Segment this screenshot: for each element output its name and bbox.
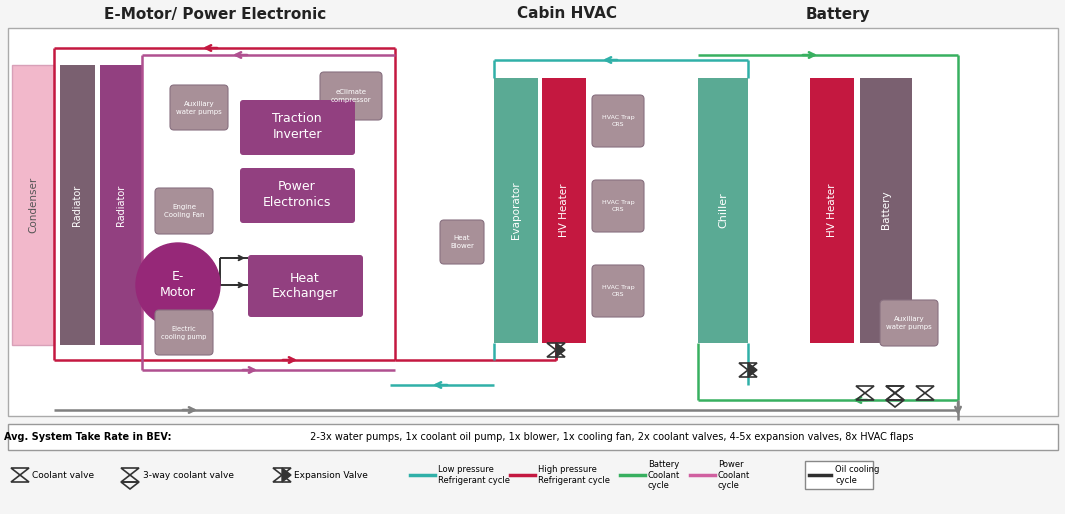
Text: Battery: Battery	[881, 191, 891, 229]
Text: HVAC Trap
CRS: HVAC Trap CRS	[602, 200, 635, 212]
Text: Auxiliary
water pumps: Auxiliary water pumps	[176, 101, 222, 115]
Text: Heat
Blower: Heat Blower	[450, 235, 474, 249]
FancyBboxPatch shape	[592, 95, 644, 147]
FancyBboxPatch shape	[880, 300, 938, 346]
FancyBboxPatch shape	[248, 255, 363, 317]
FancyBboxPatch shape	[592, 180, 644, 232]
Text: HVAC Trap
CRS: HVAC Trap CRS	[602, 116, 635, 126]
Text: Power
Electronics: Power Electronics	[263, 180, 331, 210]
Text: Battery
Coolant
cycle: Battery Coolant cycle	[648, 460, 681, 490]
Polygon shape	[556, 343, 566, 357]
Text: Power
Coolant
cycle: Power Coolant cycle	[718, 460, 750, 490]
Text: E-
Motor: E- Motor	[160, 270, 196, 300]
FancyBboxPatch shape	[170, 85, 228, 130]
Text: HVAC Trap
CRS: HVAC Trap CRS	[602, 285, 635, 297]
Text: High pressure
Refrigerant cycle: High pressure Refrigerant cycle	[538, 465, 610, 485]
Text: 3-way coolant valve: 3-way coolant valve	[143, 470, 234, 480]
Text: Expansion Valve: Expansion Valve	[294, 470, 367, 480]
FancyBboxPatch shape	[240, 100, 355, 155]
FancyBboxPatch shape	[592, 265, 644, 317]
FancyBboxPatch shape	[320, 72, 382, 120]
Bar	[100, 65, 142, 345]
Text: eClimate
compressor: eClimate compressor	[331, 89, 372, 103]
Text: Low pressure
Refrigerant cycle: Low pressure Refrigerant cycle	[438, 465, 510, 485]
Text: Traction
Inverter: Traction Inverter	[273, 113, 322, 141]
Bar	[494, 78, 538, 343]
Bar	[12, 65, 54, 345]
Text: E-Motor/ Power Electronic: E-Motor/ Power Electronic	[104, 7, 326, 22]
Bar	[861, 78, 912, 343]
Text: Oil cooling
cycle: Oil cooling cycle	[835, 465, 880, 485]
Text: Chiller: Chiller	[718, 192, 728, 228]
Polygon shape	[282, 468, 291, 482]
Text: Heat
Exchanger: Heat Exchanger	[272, 271, 339, 301]
Bar	[60, 65, 95, 345]
FancyBboxPatch shape	[155, 188, 213, 234]
FancyBboxPatch shape	[240, 168, 355, 223]
Text: Avg. System Take Rate in BEV:: Avg. System Take Rate in BEV:	[4, 432, 171, 442]
Text: Evaporator: Evaporator	[511, 181, 521, 239]
Polygon shape	[748, 363, 757, 377]
Text: HV Heater: HV Heater	[559, 183, 569, 237]
Bar	[698, 78, 748, 343]
Text: Battery: Battery	[806, 7, 870, 22]
Circle shape	[136, 243, 220, 327]
Text: Cabin HVAC: Cabin HVAC	[517, 7, 617, 22]
Bar	[542, 78, 586, 343]
Text: Electric
cooling pump: Electric cooling pump	[161, 326, 207, 340]
Text: Condenser: Condenser	[28, 177, 38, 233]
Bar	[805, 461, 873, 489]
Text: Radiator: Radiator	[116, 185, 126, 226]
Text: Auxiliary
water pumps: Auxiliary water pumps	[886, 316, 932, 330]
FancyBboxPatch shape	[440, 220, 484, 264]
FancyBboxPatch shape	[155, 310, 213, 355]
Text: 2-3x water pumps, 1x coolant oil pump, 1x blower, 1x cooling fan, 2x coolant val: 2-3x water pumps, 1x coolant oil pump, 1…	[307, 432, 914, 442]
Text: HV Heater: HV Heater	[828, 183, 837, 237]
Bar	[810, 78, 854, 343]
Bar	[9, 28, 1058, 416]
Bar	[9, 424, 1058, 450]
Text: Radiator: Radiator	[72, 185, 82, 226]
Text: Coolant valve: Coolant valve	[32, 470, 94, 480]
Text: Engine
Cooling Fan: Engine Cooling Fan	[164, 204, 204, 218]
